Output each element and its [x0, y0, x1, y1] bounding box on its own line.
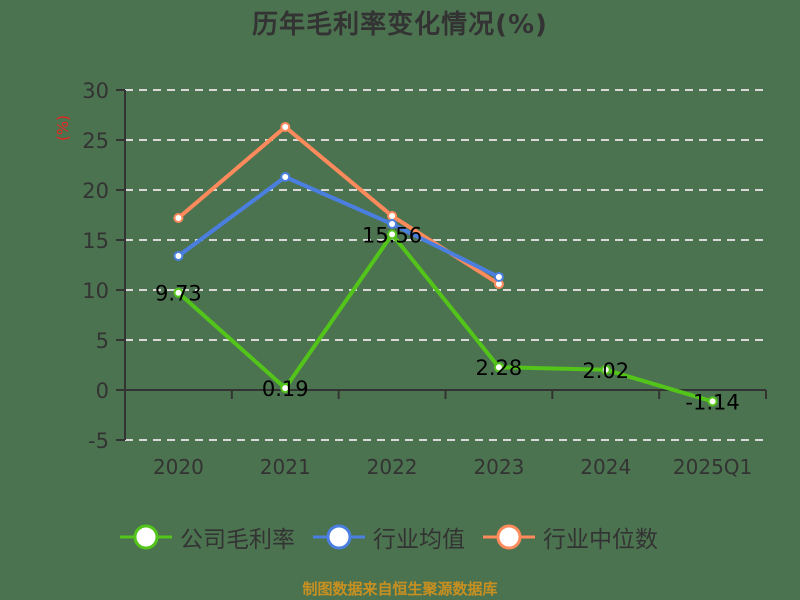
x-tick-label: 2023 — [473, 455, 524, 479]
legend-marker-icon — [483, 524, 535, 550]
x-tick-label: 2022 — [367, 455, 418, 479]
axes — [116, 89, 767, 441]
data-value-label: 0.19 — [262, 377, 309, 401]
y-tick-label: 10 — [82, 279, 109, 303]
data-point-marker[interactable] — [280, 383, 291, 394]
legend-label: 行业中位数 — [543, 527, 658, 553]
data-point-marker[interactable] — [493, 272, 504, 282]
data-value-label: 2.02 — [582, 359, 629, 383]
gridlines — [125, 89, 766, 441]
y-tick-label: 20 — [82, 179, 109, 203]
x-tick-label: 2020 — [153, 455, 204, 479]
data-point-marker[interactable] — [600, 364, 611, 375]
data-point-marker[interactable] — [387, 229, 398, 240]
legend-label: 行业均值 — [373, 527, 465, 553]
series-lines — [173, 122, 718, 407]
data-source-note: 制图数据来自恒生聚源数据库 — [302, 580, 498, 598]
x-tick-label: 2024 — [580, 455, 631, 479]
y-axis-unit-label: (%) — [54, 115, 72, 141]
data-point-marker[interactable] — [173, 251, 184, 261]
chart-title: 历年毛利率变化情况(%) — [252, 10, 548, 40]
data-point-marker[interactable] — [387, 211, 398, 221]
series-line — [177, 232, 714, 404]
x-axis-tick-labels: 2020 2021 2022 2023 2024 2025Q1 — [153, 455, 752, 479]
data-point-marker[interactable] — [387, 219, 398, 229]
legend-label: 公司毛利率 — [180, 527, 295, 553]
data-value-label: 2.28 — [476, 356, 523, 380]
data-value-label: 15.56 — [362, 223, 422, 247]
data-point-marker[interactable] — [707, 396, 718, 407]
data-point-marker[interactable] — [173, 287, 184, 298]
legend-item-industry-average[interactable]: 行业均值 — [313, 520, 465, 554]
data-point-marker[interactable] — [493, 362, 504, 373]
data-point-marker[interactable] — [173, 213, 184, 223]
data-value-label: -1.14 — [685, 390, 739, 414]
data-point-marker[interactable] — [280, 172, 291, 182]
y-tick-label: 5 — [96, 329, 109, 353]
legend-item-company-margin[interactable]: 公司毛利率 — [120, 520, 295, 554]
data-point-marker[interactable] — [280, 122, 291, 132]
legend-item-industry-median[interactable]: 行业中位数 — [483, 520, 658, 554]
data-value-label: 9.73 — [155, 282, 202, 306]
data-labels: 9.73 0.19 15.56 2.28 2.02 -1.14 — [155, 223, 740, 414]
y-axis-tick-labels: 30 25 20 15 10 5 0 -5 — [82, 79, 109, 453]
y-tick-label: 25 — [82, 129, 109, 153]
y-tick-label: 0 — [96, 379, 109, 403]
legend-marker-icon — [120, 524, 172, 550]
legend-marker-icon — [313, 524, 365, 550]
legend: 公司毛利率 行业均值 行业中位数 — [120, 520, 658, 554]
series-line — [177, 175, 500, 279]
y-tick-label: 30 — [82, 79, 109, 103]
x-tick-label: 2025Q1 — [673, 455, 752, 479]
series-line — [177, 125, 500, 286]
y-tick-label: 15 — [82, 229, 109, 253]
y-tick-label: -5 — [88, 429, 109, 453]
x-tick-label: 2021 — [260, 455, 311, 479]
